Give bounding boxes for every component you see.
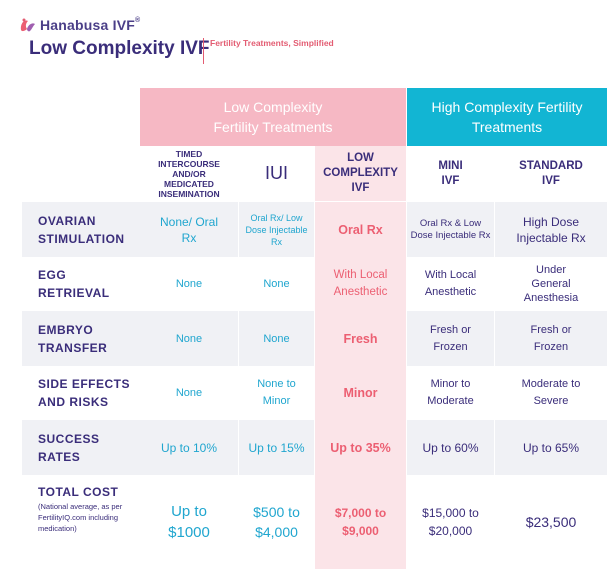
col-header-timed-intercourse: TIMED INTERCOURSE AND/OR MEDICATED INSEM… [140,146,238,201]
table-cell: Minor [315,366,406,420]
col-header-low-complexity-ivf: LOW COMPLEXITY IVF [315,146,406,201]
page-title: Low Complexity IVF [29,38,210,59]
tagline: Fertility Treatments, Simplified [210,38,334,48]
col-header-mini-ivf: MINI IVF [407,146,494,201]
row-label-ovarian-stimulation: OVARIAN STIMULATION [38,213,125,246]
table-cell: $500 to $4,000 [253,504,300,540]
row-label-side-effects: SIDE EFFECTS AND RISKS [38,377,131,409]
table-cell: None [175,387,203,399]
group-header-low: Low Complexity Fertility Treatments [140,88,406,146]
table-cell: $15,000 to $20,000 [422,506,479,538]
table-cell: Fresh or Frozen [530,323,572,353]
table-cell: Oral Rx/ Low Dose Injectable Rx [245,212,308,247]
row-label-embryo-transfer: EMBRYO TRANSFER [38,322,108,355]
col-header-standard-ivf: STANDARD IVF [495,146,607,201]
table-cell: Fresh [315,311,406,366]
table-cell: None/ Oral Rx [159,214,219,245]
title-divider [203,38,204,64]
group-header-high: High Complexity Fertility Treatments [407,88,607,146]
table-cell: With Local Anesthetic [424,269,477,298]
row-label-total-cost: TOTAL COST (National average, as per Fer… [22,475,140,569]
col-header-iui: IUI [239,146,314,201]
table-cell: Up to 35% [315,420,406,475]
table-cell: None [175,278,203,290]
table-cell: Fresh or Frozen [430,323,471,353]
table-cell: Up to 60% [422,440,479,455]
table-cell: None to Minor [257,378,296,407]
table-cell: $7,000 to $9,000 [315,475,406,569]
table-cell: Moderate to Severe [521,378,581,407]
row-label-egg-retrieval: EGG RETRIEVAL [38,268,110,300]
table-cell: High Dose Injectable Rx [516,214,586,245]
brand-name: Hanabusa IVF® [40,17,141,33]
table-cell: Oral Rx & Low Dose Injectable Rx [410,217,491,241]
table-cell: None [175,332,203,345]
hanabusa-logo-icon [20,18,35,32]
comparison-table: Low Complexity Fertility Treatments High… [22,88,607,569]
header: Hanabusa IVF® Low Complexity IVF Fertili… [18,14,418,64]
table-cell: Up to 65% [522,440,580,455]
column-divider [238,146,239,569]
column-divider [314,146,315,569]
table-cell: None [263,332,290,345]
table-cell: With Local Anesthetic [315,257,406,311]
column-divider [494,146,495,569]
table-cell: Up to 10% [160,440,218,455]
brand: Hanabusa IVF® [18,14,140,36]
table-cell: Up to $1000 [168,503,210,541]
table-cell: Up to 15% [248,440,305,455]
table-cell: $23,500 [525,514,577,530]
total-cost-note: (National average, as per FertilityIQ.co… [38,502,123,533]
table-cell: Under General Anesthesia [523,264,579,304]
table-cell: Minor to Moderate [427,378,474,407]
table-cell: Oral Rx [315,202,406,257]
table-cell: None [263,278,290,290]
column-divider [406,146,407,569]
row-label-success-rates: SUCCESS RATES [38,431,100,464]
total-cost-label: TOTAL COST [38,485,119,499]
